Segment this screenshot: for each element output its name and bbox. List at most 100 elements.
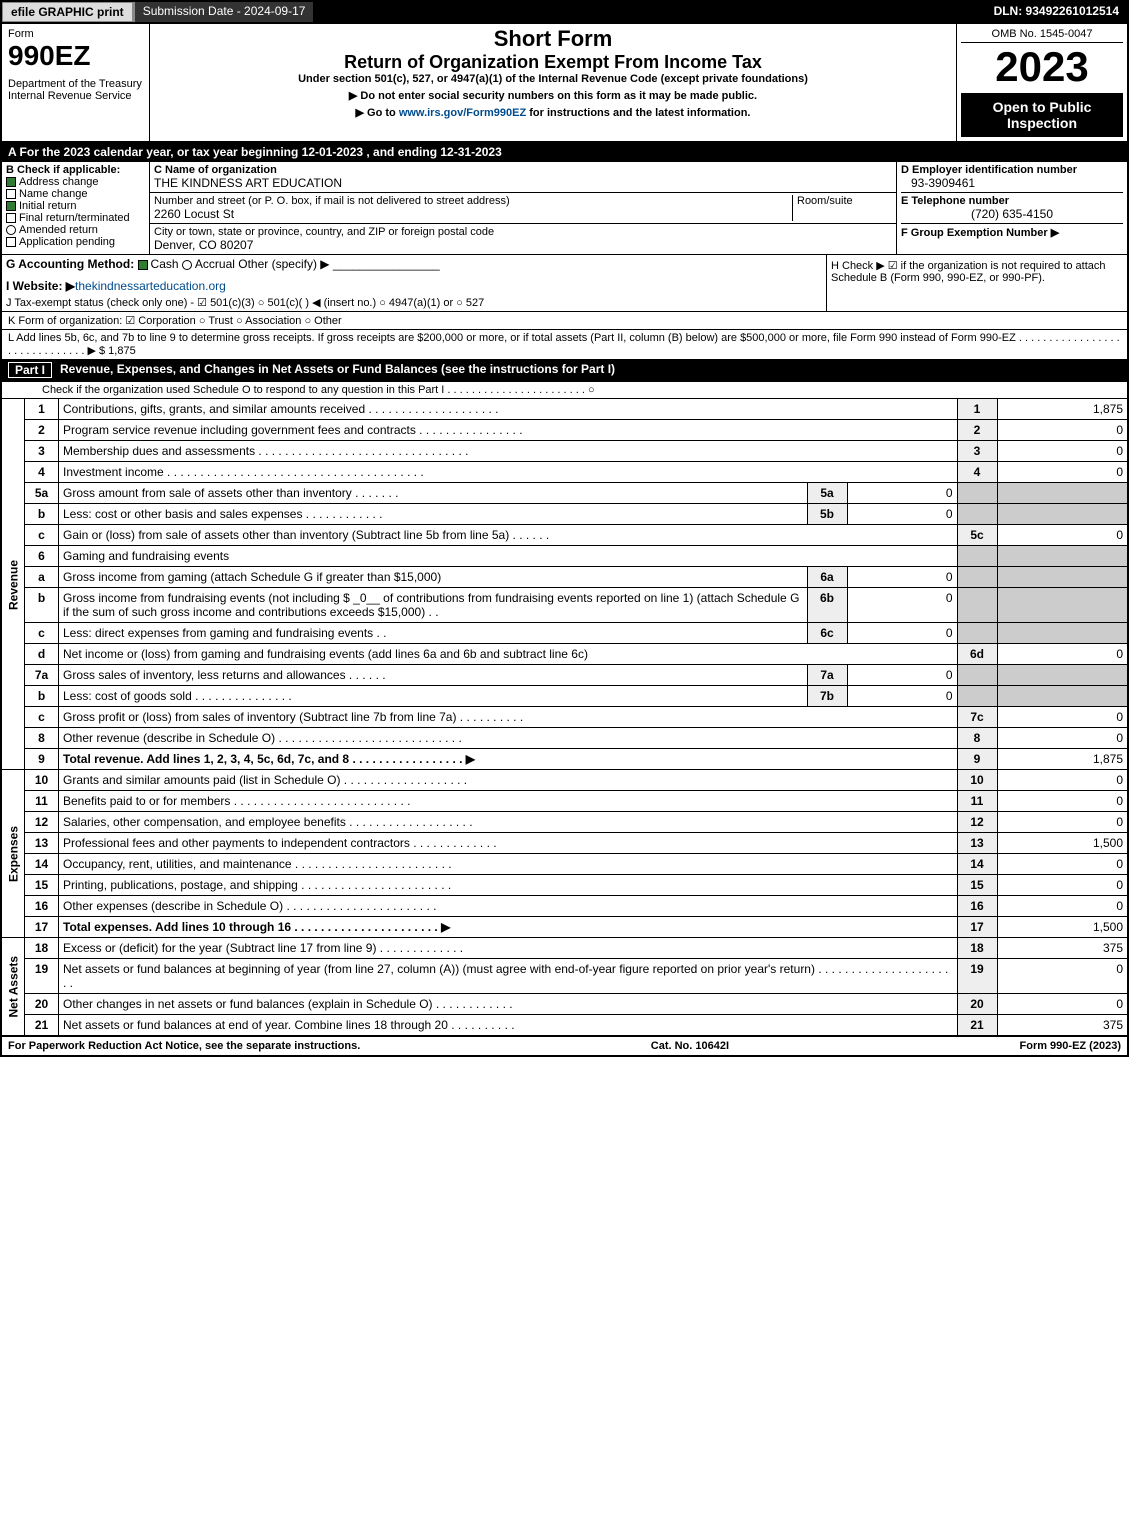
ln-7b-sn: 7b: [807, 686, 847, 707]
ln-5b-sh: [957, 504, 997, 525]
omb-no: OMB No. 1545-0047: [961, 28, 1123, 43]
top-bar: efile GRAPHIC print Submission Date - 20…: [2, 2, 1127, 22]
open-to-public: Open to Public Inspection: [961, 93, 1123, 137]
ln-6c-sn: 6c: [807, 623, 847, 644]
footer-left: For Paperwork Reduction Act Notice, see …: [8, 1040, 360, 1052]
ln-15-n: 15: [25, 875, 59, 896]
ln-18-rn: 18: [957, 938, 997, 959]
part-1-sub: Check if the organization used Schedule …: [2, 381, 1127, 398]
ln-9-t: Total revenue. Add lines 1, 2, 3, 4, 5c,…: [59, 749, 958, 770]
ln-5b-n: b: [25, 504, 59, 525]
ln-6c-n: c: [25, 623, 59, 644]
b-opt-4[interactable]: Amended return: [6, 224, 145, 236]
ln-17-n: 17: [25, 917, 59, 938]
check-initial-return[interactable]: [6, 201, 16, 211]
ln-6a-sn: 6a: [807, 567, 847, 588]
efile-print-btn[interactable]: efile GRAPHIC print: [2, 2, 133, 22]
f-lbl: F Group Exemption Number ▶: [901, 223, 1123, 239]
check-amended[interactable]: [6, 225, 16, 235]
vlabel-netassets: Net Assets: [2, 938, 25, 1036]
ln-11-rn: 11: [957, 791, 997, 812]
ln-10-n: 10: [25, 770, 59, 791]
b-opt-1[interactable]: Name change: [6, 188, 145, 200]
ln-9-rn: 9: [957, 749, 997, 770]
ln-21-n: 21: [25, 1015, 59, 1036]
ln-5b-sv: 0: [847, 504, 957, 525]
ln-20-rn: 20: [957, 994, 997, 1015]
ln-6b-n: b: [25, 588, 59, 623]
footer-center: Cat. No. 10642I: [651, 1040, 729, 1052]
l-amt: 1,875: [108, 345, 136, 357]
ln-17-amt: 1,500: [997, 917, 1127, 938]
check-address-change[interactable]: [6, 177, 16, 187]
ln-5c-t: Gain or (loss) from sale of assets other…: [59, 525, 958, 546]
check-final-return[interactable]: [6, 213, 16, 223]
ln-16-amt: 0: [997, 896, 1127, 917]
h-text: H Check ▶ ☑ if the organization is not r…: [831, 259, 1123, 284]
g-accrual: Accrual: [195, 257, 235, 271]
phone: (720) 635-4150: [901, 207, 1123, 221]
dept-2: Internal Revenue Service: [8, 90, 143, 102]
form-number: 990EZ: [8, 40, 143, 72]
ln-6b-sh2: [997, 588, 1127, 623]
ln-12-rn: 12: [957, 812, 997, 833]
check-cash[interactable]: [138, 260, 148, 270]
b-opt-2-lbl: Initial return: [19, 200, 76, 212]
b-opt-0-lbl: Address change: [19, 176, 99, 188]
part-1-title: Revenue, Expenses, and Changes in Net As…: [60, 362, 615, 378]
footer: For Paperwork Reduction Act Notice, see …: [2, 1035, 1127, 1055]
ln-6d-amt: 0: [997, 644, 1127, 665]
title-return: Return of Organization Exempt From Incom…: [156, 52, 950, 73]
b-opt-2[interactable]: Initial return: [6, 200, 145, 212]
dln: DLN: 93492261012514: [986, 2, 1127, 22]
room-lbl: Room/suite: [797, 195, 892, 207]
header-left: Form 990EZ Department of the Treasury In…: [2, 24, 150, 141]
ln-6-sh: [957, 546, 997, 567]
b-opt-4-lbl: Amended return: [19, 224, 98, 236]
website-link[interactable]: thekindnessarteducation.org: [75, 279, 226, 293]
ln-4-amt: 0: [997, 462, 1127, 483]
ln-7a-sn: 7a: [807, 665, 847, 686]
ln-7b-sh: [957, 686, 997, 707]
b-opt-5-lbl: Application pending: [19, 236, 115, 248]
header-block: Form 990EZ Department of the Treasury In…: [2, 22, 1127, 141]
ln-5a-sv: 0: [847, 483, 957, 504]
section-b: B Check if applicable: Address change Na…: [2, 162, 150, 254]
ln-5a-n: 5a: [25, 483, 59, 504]
ln-13-rn: 13: [957, 833, 997, 854]
ln-10-rn: 10: [957, 770, 997, 791]
ln-5c-n: c: [25, 525, 59, 546]
title-short-form: Short Form: [156, 26, 950, 52]
c-lbl: C Name of organization: [154, 164, 892, 176]
b-opt-0[interactable]: Address change: [6, 176, 145, 188]
b-opt-5[interactable]: Application pending: [6, 236, 145, 248]
ln-19-rn: 19: [957, 959, 997, 994]
section-a: A For the 2023 calendar year, or tax yea…: [2, 141, 1127, 161]
section-l: L Add lines 5b, 6c, and 7b to line 9 to …: [2, 329, 1127, 359]
ln-4-n: 4: [25, 462, 59, 483]
ln-20-t: Other changes in net assets or fund bala…: [59, 994, 958, 1015]
b-opt-3[interactable]: Final return/terminated: [6, 212, 145, 224]
ln-10-t: Grants and similar amounts paid (list in…: [59, 770, 958, 791]
check-name-change[interactable]: [6, 189, 16, 199]
section-k: K Form of organization: ☑ Corporation ○ …: [2, 311, 1127, 329]
submission-date: Submission Date - 2024-09-17: [133, 2, 314, 22]
ln-5b-sn: 5b: [807, 504, 847, 525]
ln-14-amt: 0: [997, 854, 1127, 875]
ln-6c-t: Less: direct expenses from gaming and fu…: [59, 623, 808, 644]
form-word: Form: [8, 28, 143, 40]
ein: 93-3909461: [901, 176, 1123, 190]
ln-11-n: 11: [25, 791, 59, 812]
check-accrual[interactable]: [182, 260, 192, 270]
ln-6a-sh: [957, 567, 997, 588]
dept-1: Department of the Treasury: [8, 78, 143, 90]
irs-link[interactable]: www.irs.gov/Form990EZ: [399, 107, 526, 119]
row-1: Revenue 1 Contributions, gifts, grants, …: [2, 399, 1127, 420]
sections-gh: G Accounting Method: Cash Accrual Other …: [2, 254, 1127, 311]
ln-6a-n: a: [25, 567, 59, 588]
section-def: D Employer identification number 93-3909…: [897, 162, 1127, 254]
ln-15-amt: 0: [997, 875, 1127, 896]
ln-16-t: Other expenses (describe in Schedule O) …: [59, 896, 958, 917]
check-app-pending[interactable]: [6, 237, 16, 247]
ln-8-n: 8: [25, 728, 59, 749]
